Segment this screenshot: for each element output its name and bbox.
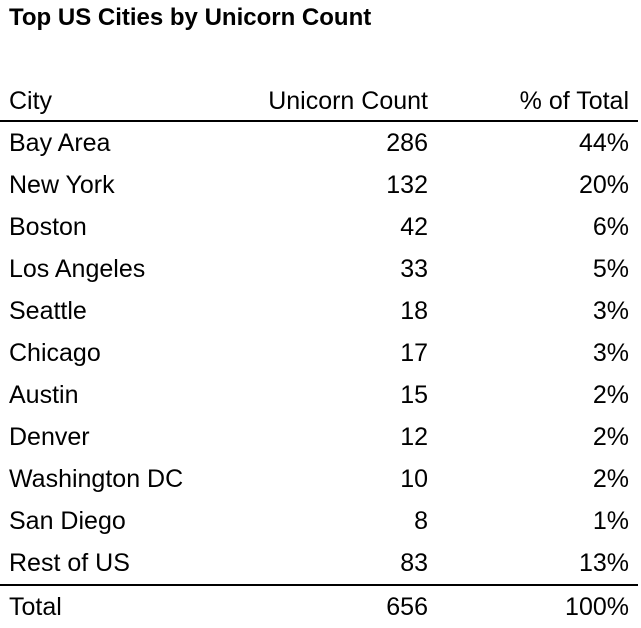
total-percent: 100% (428, 584, 638, 628)
cell-unicorn-count: 83 (400, 549, 428, 577)
cell-percent-of-total: 2% (592, 381, 629, 409)
cell-unicorn-count: 8 (414, 507, 428, 535)
table-row: Bay Area 286 44% (0, 121, 638, 164)
total-count: 656 (260, 584, 428, 628)
cell-unicorn-count: 18 (400, 297, 428, 325)
table-row: Washington DC 10 2% (0, 458, 638, 500)
table-row: Denver 12 2% (0, 416, 638, 458)
cell-percent-of-total: 44% (578, 129, 629, 157)
cell-unicorn-count: 12 (400, 423, 428, 451)
header-city: City (0, 82, 260, 122)
cell-city: San Diego (9, 507, 126, 535)
cell-city: Boston (9, 213, 87, 241)
cell-percent-of-total: 3% (592, 297, 629, 325)
table-row: Los Angeles 33 5% (0, 248, 638, 290)
table-row: San Diego 8 1% (0, 500, 638, 542)
table-title: Top US Cities by Unicorn Count (9, 4, 372, 31)
cell-unicorn-count: 132 (386, 171, 428, 199)
cell-percent-of-total: 6% (592, 213, 629, 241)
cell-percent-of-total: 3% (592, 339, 629, 367)
header-row: City Unicorn Count % of Total (0, 82, 638, 122)
cell-unicorn-count: 15 (400, 381, 428, 409)
cell-city: Denver (9, 423, 90, 451)
cell-city: New York (9, 171, 115, 199)
table-row: Seattle 18 3% (0, 290, 638, 332)
cell-city: Chicago (9, 339, 101, 367)
cell-percent-of-total: 13% (578, 549, 629, 577)
cell-unicorn-count: 42 (400, 213, 428, 241)
cell-unicorn-count: 33 (400, 255, 428, 283)
cell-percent-of-total: 20% (578, 171, 629, 199)
cell-city: Seattle (9, 297, 87, 325)
table-row: Austin 15 2% (0, 374, 638, 416)
table-row: Boston 42 6% (0, 206, 638, 248)
cell-unicorn-count: 286 (386, 129, 428, 157)
cell-percent-of-total: 1% (592, 507, 629, 535)
cell-percent-of-total: 2% (592, 423, 629, 451)
cell-city: Bay Area (9, 129, 111, 157)
cell-percent-of-total: 2% (592, 465, 629, 493)
cell-city: Washington DC (9, 465, 184, 493)
cell-unicorn-count: 17 (400, 339, 428, 367)
header-unicorn-count: Unicorn Count (260, 82, 428, 122)
table-row: Chicago 17 3% (0, 332, 638, 374)
table-body: Bay Area 286 44% New York 132 20% Boston 42 6% Lo… (0, 121, 638, 585)
unicorn-table: City Unicorn Count % of Total Bay Area 28… (0, 82, 638, 628)
cell-percent-of-total: 5% (592, 255, 629, 283)
cell-city: Rest of US (9, 549, 130, 577)
table-row: New York 132 20% (0, 164, 638, 206)
header-percent-of-total: % of Total (428, 82, 638, 122)
total-label: Total (0, 584, 260, 628)
cell-city: Austin (9, 381, 79, 409)
cell-city: Los Angeles (9, 255, 146, 283)
table-row: Rest of US 83 13% (0, 542, 638, 585)
total-row: Total 656 100% (0, 584, 638, 628)
cell-unicorn-count: 10 (400, 465, 428, 493)
